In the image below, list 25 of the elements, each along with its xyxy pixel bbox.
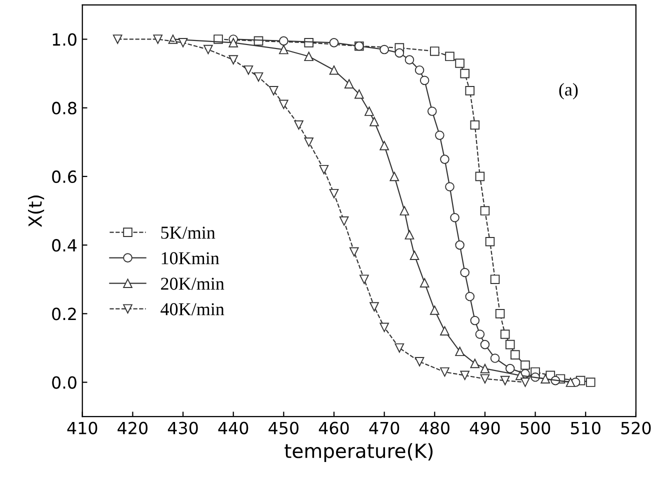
y-tick-label: 0.2 <box>52 308 76 320</box>
y-tick-label: 0.4 <box>52 239 77 252</box>
y-tick-label: 0.0 <box>52 376 76 389</box>
x-tick-label: 520 <box>621 422 651 434</box>
x-tick-label: 450 <box>268 422 298 434</box>
y-tick-label: 1.0 <box>52 33 76 46</box>
y-tick-label: 0.6 <box>52 170 76 184</box>
annotation: (a) <box>559 82 578 100</box>
legend-label: 10Kmin <box>162 252 220 264</box>
x-tick-label: 420 <box>118 422 148 434</box>
x-tick-label: 490 <box>470 422 500 434</box>
legend-label: 40K/min <box>160 303 224 316</box>
legend-label: 5K/min <box>161 226 216 239</box>
legend-label: 20K/min <box>161 278 224 290</box>
x-tick-label: 510 <box>570 422 600 434</box>
x-tick-label: 460 <box>318 422 349 434</box>
y-tick-label: 0.8 <box>52 102 76 114</box>
x-tick-label: 410 <box>67 422 98 434</box>
x-axis-title: temperature(K) <box>284 443 433 462</box>
x-tick-label: 470 <box>369 422 400 434</box>
x-tick-label: 480 <box>420 422 450 434</box>
x-tick-label: 440 <box>218 422 248 434</box>
x-tick-label: 500 <box>520 422 550 434</box>
y-axis-title: X(t) <box>28 196 44 227</box>
x-tick-label: 430 <box>168 422 198 434</box>
